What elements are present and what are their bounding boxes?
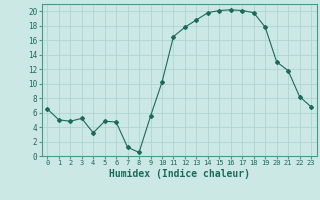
X-axis label: Humidex (Indice chaleur): Humidex (Indice chaleur) — [109, 169, 250, 179]
